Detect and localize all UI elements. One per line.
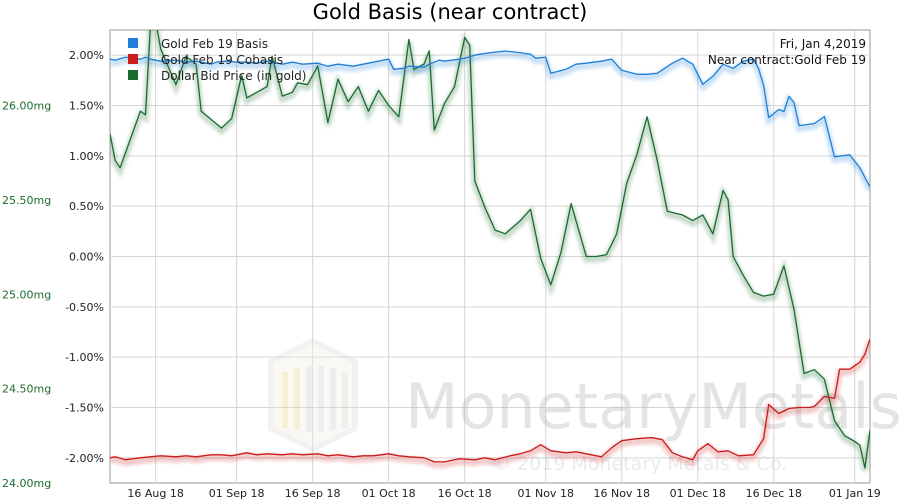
- series-layer: [110, 30, 870, 472]
- series-group: [110, 50, 870, 192]
- legend-label-cobasis: Gold Feb 19 Cobasis: [161, 53, 283, 67]
- y-right-tick-label: 1.50%: [69, 100, 104, 113]
- series-group: [110, 338, 870, 468]
- x-tick-label: 16 Nov 18: [593, 487, 649, 500]
- y-right-tick-label: -1.50%: [65, 402, 104, 415]
- info-contract: Near contract:Gold Feb 19: [708, 53, 866, 67]
- y-right-tick-label: -2.00%: [65, 452, 104, 465]
- x-tick-label: 16 Sep 18: [285, 487, 341, 500]
- y-right-tick-label: 2.00%: [69, 49, 104, 62]
- legend-swatch-basis: [128, 38, 138, 48]
- y-right-tick-label: -0.50%: [65, 301, 104, 314]
- y-right-tick-label: -1.00%: [65, 351, 104, 364]
- series-line-cobasis: [110, 338, 870, 463]
- legend-label-basis: Gold Feb 19 Basis: [161, 37, 268, 51]
- x-tick-label: 01 Nov 18: [517, 487, 573, 500]
- legend: Gold Feb 19 Basis Gold Feb 19 Cobasis Do…: [128, 37, 306, 83]
- series-shadow: [110, 51, 870, 192]
- legend-swatch-dollar: [128, 70, 138, 80]
- watermark: MonetaryMetals © 2019 Monetary Metals & …: [268, 338, 900, 475]
- series-shadow: [110, 341, 870, 468]
- x-tick-label: 01 Oct 18: [362, 487, 416, 500]
- y-left-tick-label: 24.00mg: [2, 477, 51, 490]
- y-left-tick-label: 25.50mg: [2, 194, 51, 207]
- y-right-tick-label: 0.50%: [69, 200, 104, 213]
- x-tick-label: 01 Dec 18: [670, 487, 726, 500]
- x-axis-labels: 16 Aug 18 01 Sep 18 16 Sep 18 01 Oct 18 16 O…: [127, 487, 880, 500]
- series-line-dollar: [110, 30, 870, 469]
- x-tick-label: 01 Sep 18: [209, 487, 265, 500]
- x-tick-label: 01 Jan 19: [829, 487, 881, 500]
- y-left-tick-label: 26.00mg: [2, 100, 51, 113]
- info-box: Fri, Jan 4,2019 Near contract:Gold Feb 1…: [708, 37, 866, 67]
- watermark-logo: [268, 338, 358, 452]
- y-right-tick-label: 0.00%: [69, 251, 104, 264]
- y-right-tick-label: 1.00%: [69, 150, 104, 163]
- x-tick-label: 16 Oct 18: [438, 487, 492, 500]
- x-tick-label: 16 Dec 18: [746, 487, 802, 500]
- series-line-basis: [110, 50, 870, 188]
- legend-swatch-cobasis: [128, 54, 138, 64]
- x-tick-label: 16 Aug 18: [127, 487, 183, 500]
- y-left-tick-label: 25.00mg: [2, 288, 51, 301]
- chart-title: Gold Basis (near contract): [313, 0, 588, 24]
- info-date: Fri, Jan 4,2019: [780, 37, 866, 51]
- y-left-tick-label: 24.50mg: [2, 383, 51, 396]
- right-axis-labels: 2.00% 1.50% 1.00% 0.50% 0.00% -0.50% -1.00% -1.…: [65, 49, 104, 465]
- series-group: [110, 30, 870, 472]
- left-axis-labels: 26.00mg 25.50mg 25.00mg 24.50mg 24.00mg: [2, 100, 51, 491]
- legend-label-dollar: Dollar Bid Price (in gold): [161, 69, 306, 83]
